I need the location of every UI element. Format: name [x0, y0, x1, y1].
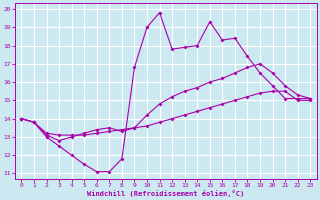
X-axis label: Windchill (Refroidissement éolien,°C): Windchill (Refroidissement éolien,°C) [87, 190, 244, 197]
